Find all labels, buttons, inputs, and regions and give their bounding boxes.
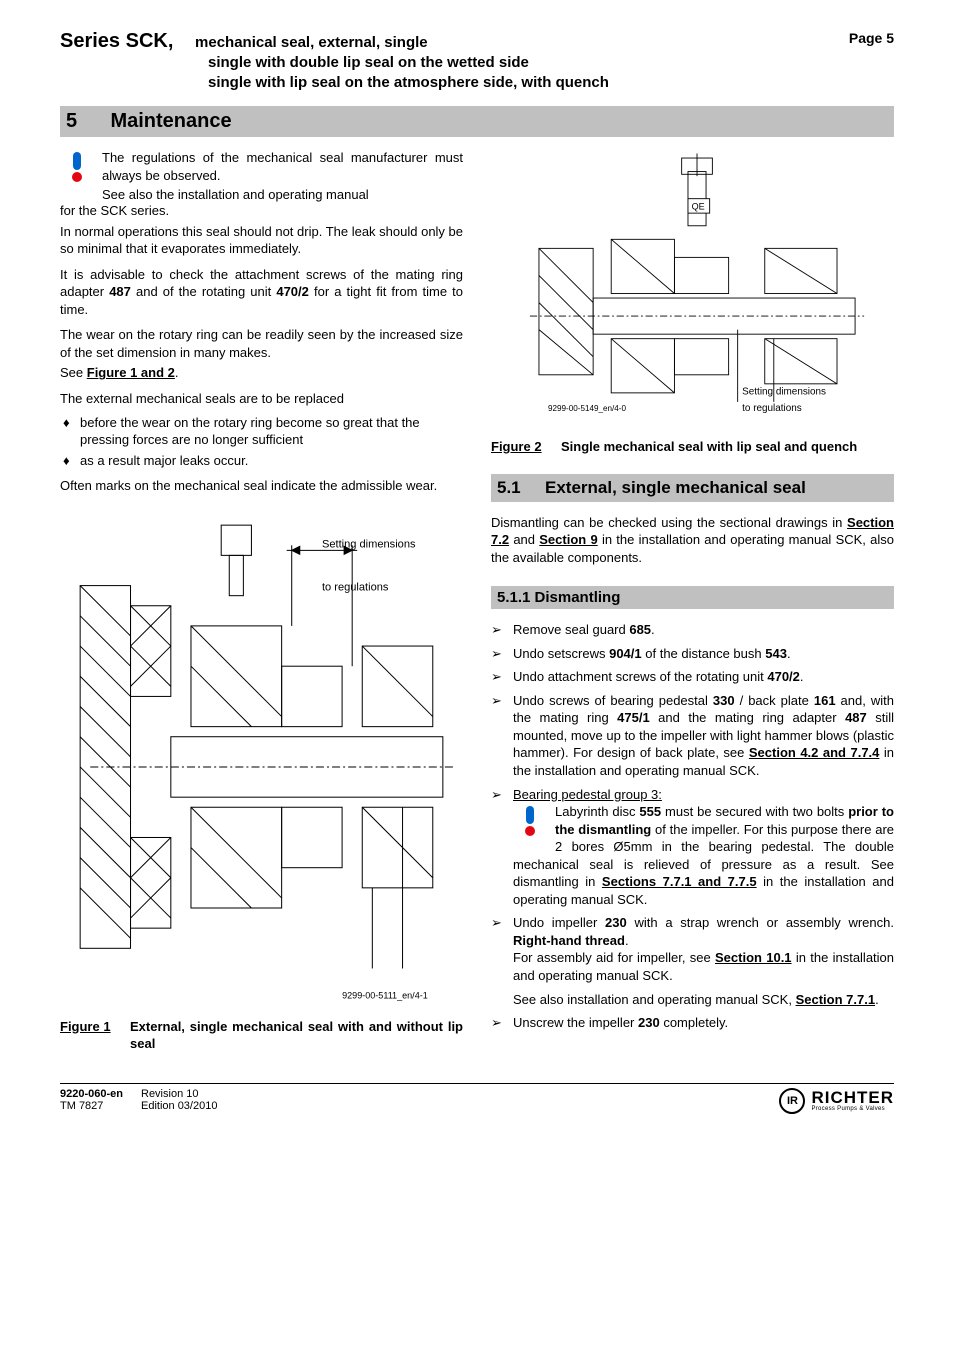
p1b-start: See also the installation and operating …: [102, 187, 369, 202]
figure-1-2-link[interactable]: Figure 1 and 2: [87, 365, 175, 380]
figure-2: QE Setting dimensions to regulations 929…: [491, 149, 894, 432]
fig1-annot2: to regulations: [322, 581, 389, 593]
page-number: Page 5: [849, 30, 894, 92]
arrow-icon: ➢: [491, 668, 513, 686]
section-5-1-1-header: 5.1.1 Dismantling: [491, 586, 894, 609]
section-4-2-link[interactable]: Section 4.2 and 7.7.4: [749, 745, 880, 760]
list-item: ➢ Remove seal guard 685.: [491, 621, 894, 639]
section-9-link[interactable]: Section 9: [539, 532, 597, 547]
bearing-group-title: Bearing pedestal group 3:: [513, 787, 662, 802]
arrow-icon: ➢: [491, 692, 513, 780]
logo-subtitle: Process Pumps & Valves: [811, 1106, 894, 1112]
p6: Often marks on the mechanical seal indic…: [60, 477, 463, 495]
list-item: ➢ Bearing pedestal group 3: Labyrinth di…: [491, 786, 894, 909]
figure-1: Setting dimensions to regulations 9299-0…: [60, 505, 463, 1012]
series-subtitle-1: mechanical seal, external, single: [195, 34, 428, 51]
content-columns: The regulations of the mechanical seal m…: [60, 149, 894, 1053]
warning-paragraph: The regulations of the mechanical seal m…: [60, 149, 463, 202]
page-header: Series SCK, mechanical seal, external, s…: [60, 30, 894, 92]
edition: Edition 03/2010: [141, 1100, 217, 1112]
list-item: ♦as a result major leaks occur.: [60, 452, 463, 470]
p1b-end: for the SCK series.: [60, 202, 463, 220]
fig1-code: 9299-00-5111_en/4-1: [342, 990, 428, 1000]
list-item: ➢ Undo attachment screws of the rotating…: [491, 668, 894, 686]
section-5-1-header: 5.1 External, single mechanical seal: [491, 474, 894, 502]
p2: In normal operations this seal should no…: [60, 223, 463, 258]
figure-2-label: Figure 2: [491, 438, 561, 456]
section-5-header: 5 Maintenance: [60, 106, 894, 137]
bullet-icon: ♦: [60, 414, 80, 449]
warning-icon: [60, 149, 94, 183]
header-left: Series SCK, mechanical seal, external, s…: [60, 30, 849, 92]
right-column: QE Setting dimensions to regulations 929…: [491, 149, 894, 1053]
logo-text: RICHTER: [811, 1089, 894, 1106]
section-5-1-title: External, single mechanical seal: [545, 478, 806, 498]
section-10-1-link[interactable]: Section 10.1: [715, 950, 792, 965]
arrow-icon: ➢: [491, 645, 513, 663]
tm-number: TM 7827: [60, 1100, 123, 1112]
replace-conditions-list: ♦before the wear on the rotary ring beco…: [60, 414, 463, 470]
revision: Revision 10: [141, 1088, 217, 1100]
section-5-num: 5: [66, 110, 77, 132]
arrow-icon: ➢: [491, 621, 513, 639]
figure-1-caption: Figure 1 External, single mechanical sea…: [60, 1018, 463, 1053]
fig2-qe: QE: [692, 202, 705, 212]
figure-1-label: Figure 1: [60, 1018, 130, 1053]
p4: The wear on the rotary ring can be readi…: [60, 326, 463, 361]
section-5-1-num: 5.1: [497, 478, 545, 498]
footer-left: 9220-060-en TM 7827 Revision 10 Edition …: [60, 1088, 217, 1112]
sections-771-775-link[interactable]: Sections 7.7.1 and 7.7.5: [602, 874, 757, 889]
dismantle-intro: Dismantling can be checked using the sec…: [491, 514, 894, 567]
arrow-icon: ➢: [491, 1014, 513, 1032]
arrow-icon: ➢: [491, 914, 513, 1008]
fig1-annot1: Setting dimensions: [322, 538, 416, 550]
list-item: ➢ Undo impeller 230 with a strap wrench …: [491, 914, 894, 1008]
p3: It is advisable to check the attachment …: [60, 266, 463, 319]
p4b: See Figure 1 and 2.: [60, 364, 463, 382]
list-item: ♦before the wear on the rotary ring beco…: [60, 414, 463, 449]
warning-icon-inline: [513, 803, 547, 842]
figure-2-caption-text: Single mechanical seal with lip seal and…: [561, 438, 894, 456]
section-5-title: Maintenance: [110, 110, 231, 132]
logo-mark-icon: IR: [779, 1088, 805, 1114]
bullet-icon: ♦: [60, 452, 80, 470]
list-item: ➢ Undo screws of bearing pedestal 330 / …: [491, 692, 894, 780]
footer-col1: 9220-060-en TM 7827: [60, 1088, 123, 1112]
section-7-7-1-link[interactable]: Section 7.7.1: [796, 992, 875, 1007]
figure-1-diagram: Setting dimensions to regulations 9299-0…: [60, 505, 463, 1009]
series-subtitle-2: single with double lip seal on the wette…: [208, 53, 849, 73]
fig2-code: 9299-00-5149_en/4-0: [548, 404, 626, 413]
page-footer: 9220-060-en TM 7827 Revision 10 Edition …: [60, 1083, 894, 1114]
fig2-annot1: Setting dimensions: [742, 387, 826, 398]
richter-logo: IR RICHTER Process Pumps & Valves: [779, 1088, 894, 1114]
p1a: The regulations of the mechanical seal m…: [102, 149, 463, 184]
doc-number: 9220-060-en: [60, 1088, 123, 1100]
warning-text: The regulations of the mechanical seal m…: [102, 149, 463, 202]
footer-col2: Revision 10 Edition 03/2010: [141, 1088, 217, 1112]
figure-1-caption-text: External, single mechanical seal with an…: [130, 1018, 463, 1053]
list-item: ➢ Unscrew the impeller 230 completely.: [491, 1014, 894, 1032]
p5: The external mechanical seals are to be …: [60, 390, 463, 408]
series-subtitle-3: single with lip seal on the atmosphere s…: [208, 73, 849, 93]
dismantling-steps: ➢ Remove seal guard 685. ➢ Undo setscrew…: [491, 621, 894, 1031]
figure-2-caption: Figure 2 Single mechanical seal with lip…: [491, 438, 894, 456]
series-title: Series SCK,: [60, 30, 173, 52]
figure-2-diagram: QE Setting dimensions to regulations 929…: [491, 149, 894, 429]
left-column: The regulations of the mechanical seal m…: [60, 149, 463, 1053]
list-item: ➢ Undo setscrews 904/1 of the distance b…: [491, 645, 894, 663]
fig2-annot2: to regulations: [742, 403, 802, 414]
arrow-icon: ➢: [491, 786, 513, 909]
